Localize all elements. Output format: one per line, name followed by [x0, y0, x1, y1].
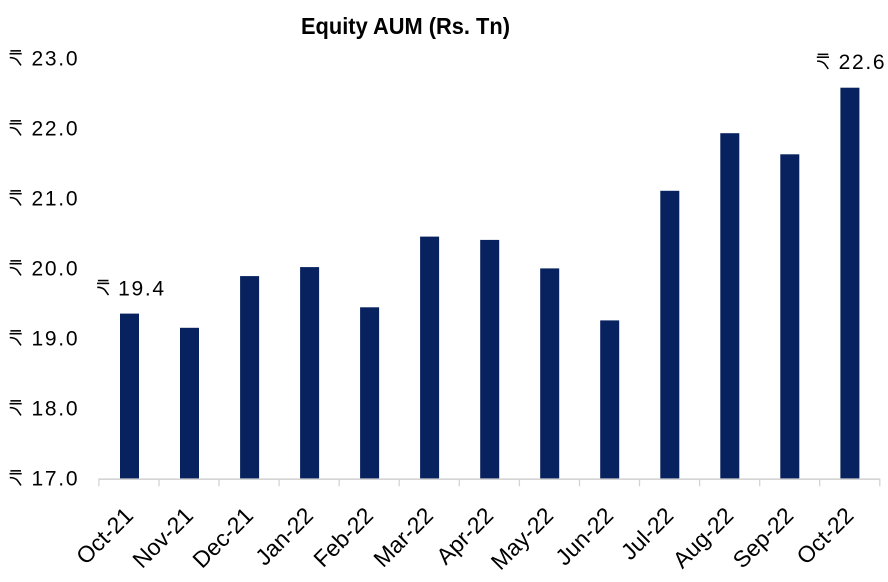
svg-text:Dec-21: Dec-21	[187, 502, 258, 573]
svg-text:Jan-22: Jan-22	[250, 502, 318, 570]
svg-text:19.0: 19.0	[32, 327, 78, 350]
svg-text:Oct-22: Oct-22	[791, 502, 858, 569]
svg-text:22.0: 22.0	[32, 117, 78, 140]
svg-text:Aug-22: Aug-22	[668, 502, 739, 573]
svg-text:May-22: May-22	[486, 502, 559, 575]
svg-text:Equity AUM (Rs. Tn): Equity AUM (Rs. Tn)	[301, 13, 510, 39]
svg-text:18.0: 18.0	[32, 397, 78, 420]
svg-text:22.6: 22.6	[839, 51, 885, 74]
svg-text:17.0: 17.0	[32, 467, 78, 490]
svg-text:21.0: 21.0	[32, 187, 78, 210]
svg-text:19.4: 19.4	[118, 277, 164, 300]
svg-text:Feb-22: Feb-22	[308, 502, 378, 572]
svg-text:Oct-21: Oct-21	[71, 502, 138, 569]
svg-text:Mar-22: Mar-22	[368, 502, 438, 572]
svg-text:Nov-21: Nov-21	[127, 502, 198, 573]
svg-text:Sep-22: Sep-22	[728, 502, 799, 573]
svg-text:Jun-22: Jun-22	[550, 502, 618, 570]
svg-text:23.0: 23.0	[32, 47, 78, 70]
svg-text:20.0: 20.0	[32, 257, 78, 280]
